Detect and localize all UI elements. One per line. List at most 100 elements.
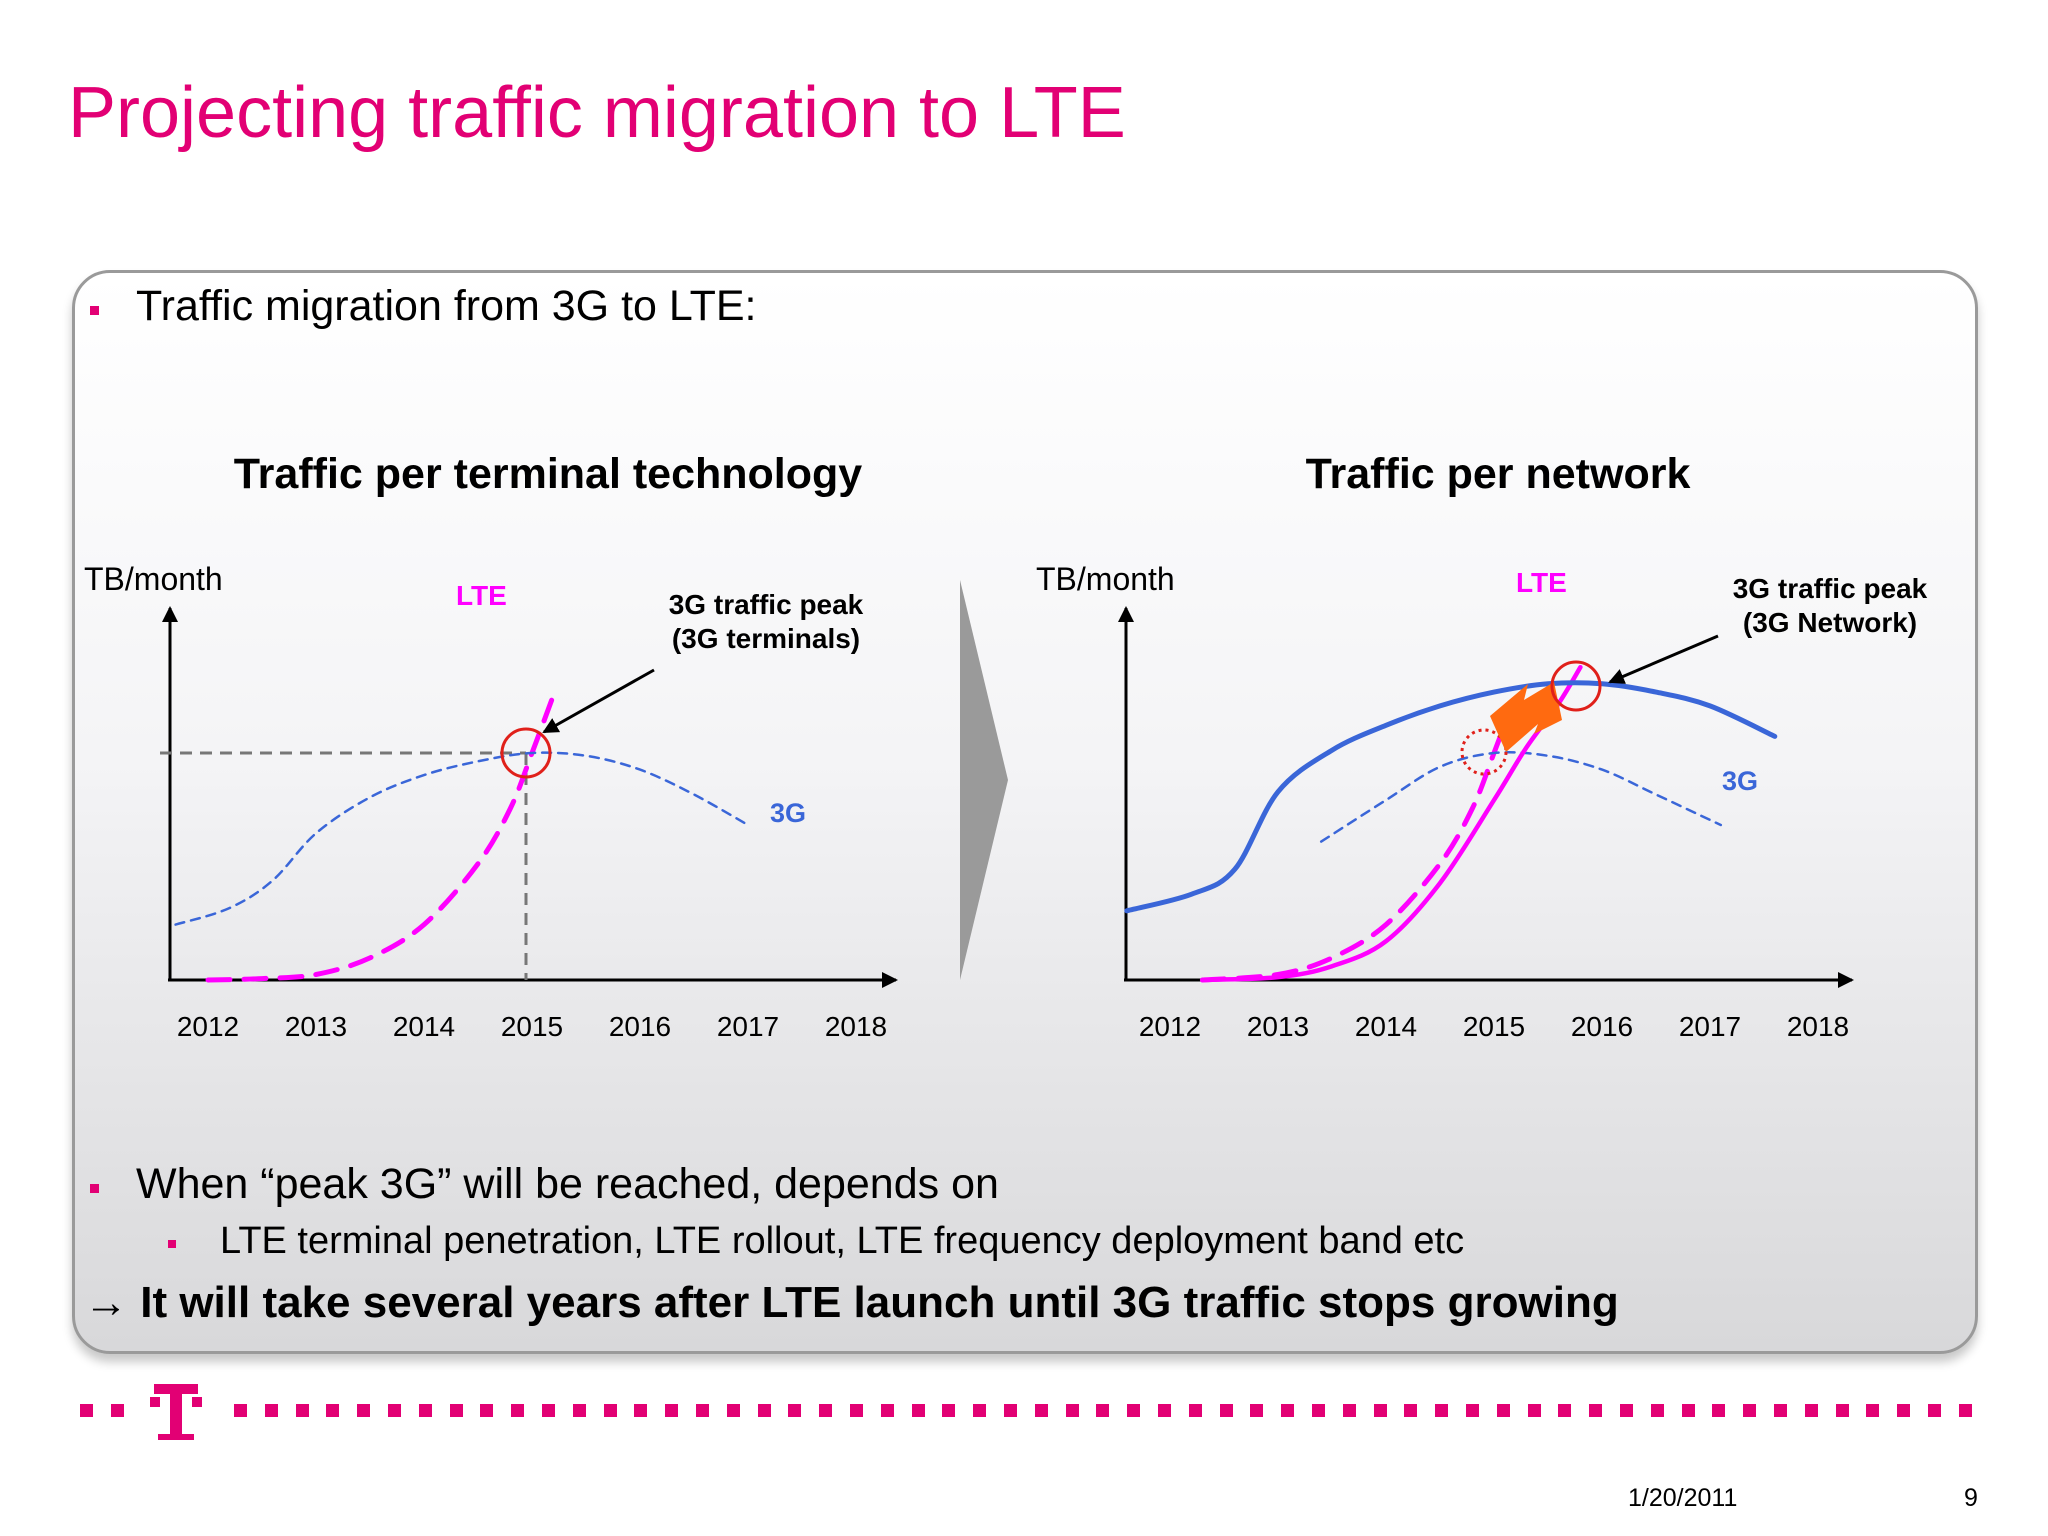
peak-label-right-1: 3G traffic peak [1733,573,1928,604]
footer-dot [1342,1404,1356,1417]
footer-dot [1743,1404,1757,1417]
footer-dot [1373,1404,1387,1417]
peak-label-right-2: (3G Network) [1743,607,1917,638]
footer-dot [757,1404,771,1417]
footer-dot [634,1404,648,1417]
x-tick-label: 2018 [825,1011,887,1042]
footer-dot [1312,1404,1325,1417]
conclusion-text: → It will take several years after LTE l… [84,1278,1619,1327]
footer-dot [572,1404,586,1417]
footer-dot [388,1404,401,1417]
footer-dot [1034,1404,1048,1417]
chart-left-title: Traffic per terminal technology [234,450,862,498]
chart-right-title: Traffic per network [1306,450,1691,498]
x-tick-label: 2013 [285,1011,347,1042]
chart-right: Traffic per network TB/month 2012 2013 201… [1036,450,1928,1042]
series-line-3g-network [1124,680,1778,914]
footer-dot [696,1404,709,1417]
g3-label-right: 3G [1722,766,1758,796]
footer-dot [1496,1404,1510,1417]
footer-dot [788,1404,802,1417]
footer-dot [819,1404,833,1417]
footer-dot [1281,1404,1295,1417]
footer-dot [80,1404,93,1417]
footer-dot [1065,1404,1079,1417]
footer-dot [1958,1404,1972,1417]
footer-dot [1250,1404,1264,1417]
footer-dot [110,1404,124,1417]
x-tick-label: 2014 [1355,1011,1417,1042]
x-tick-label: 2012 [1139,1011,1201,1042]
footer-dot [1589,1404,1603,1417]
footer-dot [665,1404,679,1417]
bullet-marker [90,306,99,315]
footer-dot [1774,1404,1787,1417]
footer-dot [880,1404,894,1417]
footer-date: 1/20/2011 [1628,1484,1738,1512]
footer-dot [264,1404,278,1417]
footer-dot [1558,1404,1572,1417]
footer-dot [1897,1404,1911,1417]
x-tick-label: 2018 [1787,1011,1849,1042]
lte-label-right: LTE [1516,567,1567,598]
page-number: 9 [1964,1484,1978,1512]
footer-dot [1681,1404,1695,1417]
x-tick-label: 2014 [393,1011,455,1042]
sub-bullet-marker [168,1240,176,1248]
peak-marker-circle [500,727,552,779]
footer-dot [1866,1404,1880,1417]
bullet-marker [90,1184,99,1193]
footer-dot [850,1404,863,1417]
peak-label-left-2: (3G terminals) [672,623,860,654]
footer-dot [1435,1404,1449,1417]
footer-dot [1804,1404,1818,1417]
slide-title: Projecting traffic migration to LTE [68,73,1126,153]
chart-left-ylabel: TB/month [84,561,223,597]
peak-label-left-1: 3G traffic peak [669,589,864,620]
footer-dot [449,1404,463,1417]
lte-label-left: LTE [456,580,507,611]
footer-dot [1466,1404,1479,1417]
footer-dot [603,1404,617,1417]
series-line-lte [205,692,557,983]
footer-dot [295,1404,309,1417]
peak-pointer-arrow-right [1608,634,1719,684]
footer-dot [418,1404,432,1417]
bullet-intro: Traffic migration from 3G to LTE: [136,282,757,330]
chart-right-ylabel: TB/month [1036,561,1175,597]
series-line-lte-terminals [1199,692,1519,983]
footer-dot [542,1404,555,1417]
footer-dot [726,1404,740,1417]
footer-dot [1004,1404,1017,1417]
x-tick-label: 2015 [1463,1011,1525,1042]
footer-dot [1127,1404,1141,1417]
footer-dot [1219,1404,1233,1417]
footer-dot [1527,1404,1541,1417]
footer-dot [1188,1404,1202,1417]
g3-label-left: 3G [770,798,806,828]
chart-left: Traffic per terminal technology TB/month… [84,450,898,1042]
new-peak-marker [1550,660,1602,712]
footer-dotted-line [80,1404,1980,1418]
x-tick-label: 2012 [177,1011,239,1042]
x-tick-label: 2013 [1247,1011,1309,1042]
bullet-sub: LTE terminal penetration, LTE rollout, L… [220,1220,1465,1262]
shift-arrow-icon [1490,682,1562,752]
x-tick-label: 2017 [1679,1011,1741,1042]
footer-dot [911,1404,925,1417]
footer-dot [1650,1404,1664,1417]
footer-dot [1158,1404,1171,1417]
x-tick-label: 2016 [609,1011,671,1042]
content-panel [72,270,1978,1354]
footer-dot [1620,1404,1633,1417]
series-line-3g [174,751,750,926]
footer-dot [1835,1404,1849,1417]
x-tick-label: 2015 [501,1011,563,1042]
footer-dot [973,1404,987,1417]
footer-dot [1096,1404,1110,1417]
footer-dot [326,1404,340,1417]
footer-dot [511,1404,525,1417]
x-tick-label: 2017 [717,1011,779,1042]
footer-dot [1712,1404,1726,1417]
